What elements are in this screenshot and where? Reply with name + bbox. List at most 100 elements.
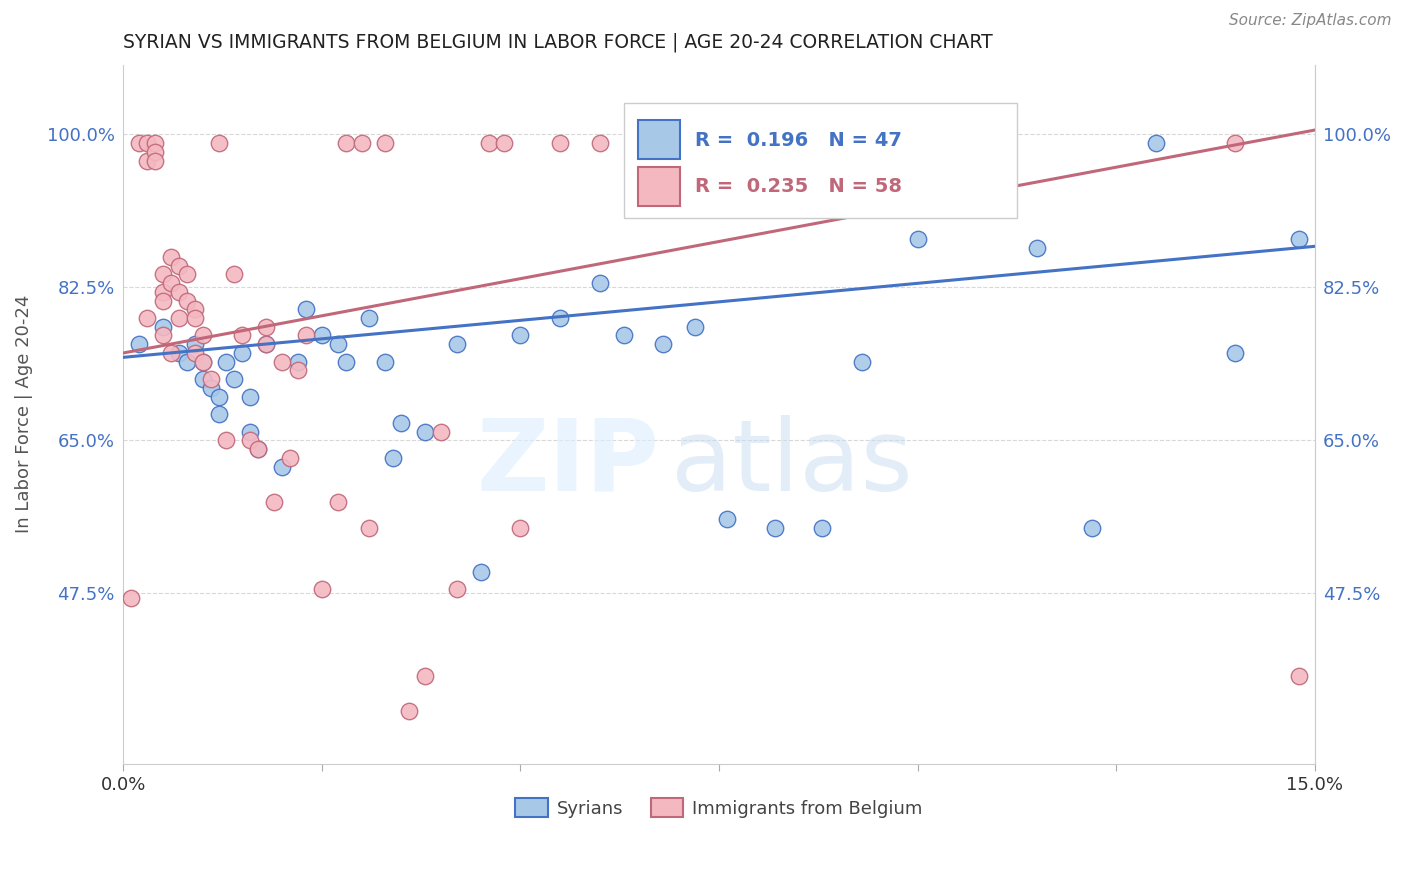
Point: [389, 416, 412, 430]
Point: [143, 136, 166, 151]
Point: [430, 425, 453, 439]
Point: [176, 355, 198, 369]
Point: [128, 337, 150, 351]
Point: [167, 346, 190, 360]
Point: [311, 328, 333, 343]
Point: [160, 276, 183, 290]
Text: R =  0.235   N = 58: R = 0.235 N = 58: [695, 178, 903, 196]
Point: [1288, 232, 1310, 246]
Point: [295, 302, 318, 317]
Point: [167, 259, 190, 273]
Point: [278, 450, 301, 465]
FancyBboxPatch shape: [638, 120, 679, 159]
Point: [224, 268, 246, 282]
Point: [311, 582, 333, 596]
FancyBboxPatch shape: [624, 103, 1017, 219]
Point: [200, 381, 222, 395]
Point: [183, 337, 205, 351]
Point: [254, 319, 277, 334]
Y-axis label: In Labor Force | Age 20-24: In Labor Force | Age 20-24: [15, 295, 32, 533]
Point: [167, 285, 190, 299]
Point: [160, 346, 183, 360]
Point: [191, 355, 214, 369]
Point: [239, 425, 262, 439]
Point: [374, 136, 396, 151]
Point: [247, 442, 270, 457]
Text: Source: ZipAtlas.com: Source: ZipAtlas.com: [1229, 13, 1392, 29]
Point: [668, 136, 690, 151]
Point: [231, 328, 253, 343]
Point: [167, 311, 190, 326]
Point: [962, 145, 984, 159]
Text: SYRIAN VS IMMIGRANTS FROM BELGIUM IN LABOR FORCE | AGE 20-24 CORRELATION CHART: SYRIAN VS IMMIGRANTS FROM BELGIUM IN LAB…: [124, 33, 993, 53]
Point: [271, 355, 294, 369]
Point: [589, 276, 612, 290]
Point: [239, 390, 262, 404]
Point: [136, 136, 159, 151]
Point: [811, 521, 834, 535]
Point: [716, 512, 738, 526]
Point: [326, 337, 349, 351]
Point: [335, 355, 357, 369]
Point: [470, 565, 492, 579]
Point: [287, 363, 309, 377]
Point: [548, 136, 571, 151]
Point: [907, 232, 929, 246]
Point: [215, 355, 238, 369]
Point: [446, 337, 468, 351]
Text: ZIP: ZIP: [477, 415, 659, 512]
Text: atlas: atlas: [671, 415, 912, 512]
FancyBboxPatch shape: [638, 168, 679, 206]
Point: [509, 521, 531, 535]
Point: [287, 355, 309, 369]
Point: [478, 136, 501, 151]
Point: [359, 311, 381, 326]
Point: [200, 372, 222, 386]
Point: [652, 337, 675, 351]
Point: [683, 319, 706, 334]
Point: [413, 669, 436, 683]
Point: [183, 311, 205, 326]
Point: [247, 442, 270, 457]
Point: [152, 268, 174, 282]
Point: [1225, 346, 1247, 360]
Point: [176, 268, 198, 282]
Point: [152, 328, 174, 343]
Point: [374, 355, 396, 369]
Point: [207, 407, 229, 421]
Point: [1025, 241, 1047, 255]
Point: [335, 136, 357, 151]
Point: [136, 153, 159, 168]
Point: [382, 450, 405, 465]
Point: [1288, 669, 1310, 683]
Point: [160, 250, 183, 264]
Point: [254, 337, 277, 351]
Point: [183, 302, 205, 317]
Point: [509, 328, 531, 343]
Point: [1225, 136, 1247, 151]
Point: [152, 293, 174, 308]
Point: [1081, 521, 1104, 535]
Point: [295, 328, 318, 343]
Point: [152, 319, 174, 334]
Point: [1144, 136, 1167, 151]
Point: [143, 145, 166, 159]
Point: [263, 494, 285, 508]
Point: [271, 459, 294, 474]
Point: [628, 136, 651, 151]
Legend: Syrians, Immigrants from Belgium: Syrians, Immigrants from Belgium: [508, 791, 929, 825]
Point: [143, 153, 166, 168]
Point: [136, 311, 159, 326]
Point: [215, 434, 238, 448]
Point: [183, 346, 205, 360]
Point: [191, 328, 214, 343]
Point: [613, 328, 636, 343]
Point: [239, 434, 262, 448]
Point: [763, 521, 786, 535]
Point: [851, 355, 873, 369]
Point: [446, 582, 468, 596]
Text: R =  0.196   N = 47: R = 0.196 N = 47: [695, 130, 903, 150]
Point: [191, 372, 214, 386]
Point: [350, 136, 373, 151]
Point: [207, 390, 229, 404]
